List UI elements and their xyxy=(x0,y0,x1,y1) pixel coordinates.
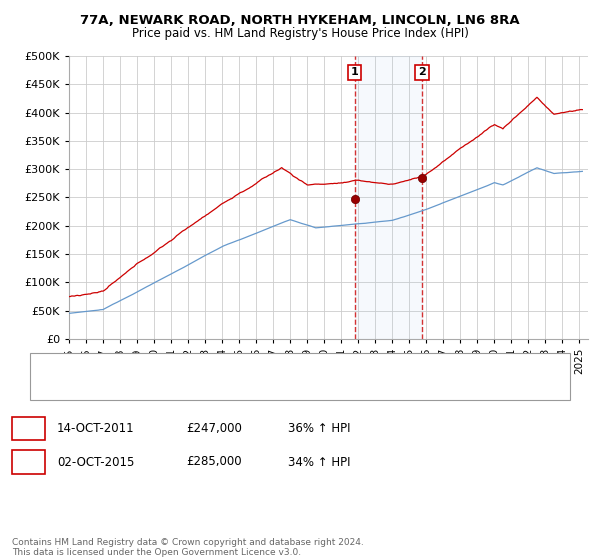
Text: 77A, NEWARK ROAD, NORTH HYKEHAM, LINCOLN, LN6 8RA (detached house): 77A, NEWARK ROAD, NORTH HYKEHAM, LINCOLN… xyxy=(87,361,487,371)
Text: £247,000: £247,000 xyxy=(186,422,242,435)
Text: Contains HM Land Registry data © Crown copyright and database right 2024.
This d: Contains HM Land Registry data © Crown c… xyxy=(12,538,364,557)
Text: Price paid vs. HM Land Registry's House Price Index (HPI): Price paid vs. HM Land Registry's House … xyxy=(131,27,469,40)
Text: 2: 2 xyxy=(418,67,426,77)
Text: 1: 1 xyxy=(351,67,359,77)
Text: 14-OCT-2011: 14-OCT-2011 xyxy=(57,422,134,435)
Text: 77A, NEWARK ROAD, NORTH HYKEHAM, LINCOLN, LN6 8RA: 77A, NEWARK ROAD, NORTH HYKEHAM, LINCOLN… xyxy=(80,14,520,27)
Text: 1: 1 xyxy=(24,422,33,435)
Text: 02-OCT-2015: 02-OCT-2015 xyxy=(57,455,134,469)
Text: 36% ↑ HPI: 36% ↑ HPI xyxy=(288,422,350,435)
Text: £285,000: £285,000 xyxy=(186,455,242,469)
Text: HPI: Average price, detached house, North Kesteven: HPI: Average price, detached house, Nort… xyxy=(87,382,360,392)
Bar xyxy=(355,56,422,339)
Text: 34% ↑ HPI: 34% ↑ HPI xyxy=(288,455,350,469)
Text: 2: 2 xyxy=(24,455,33,469)
